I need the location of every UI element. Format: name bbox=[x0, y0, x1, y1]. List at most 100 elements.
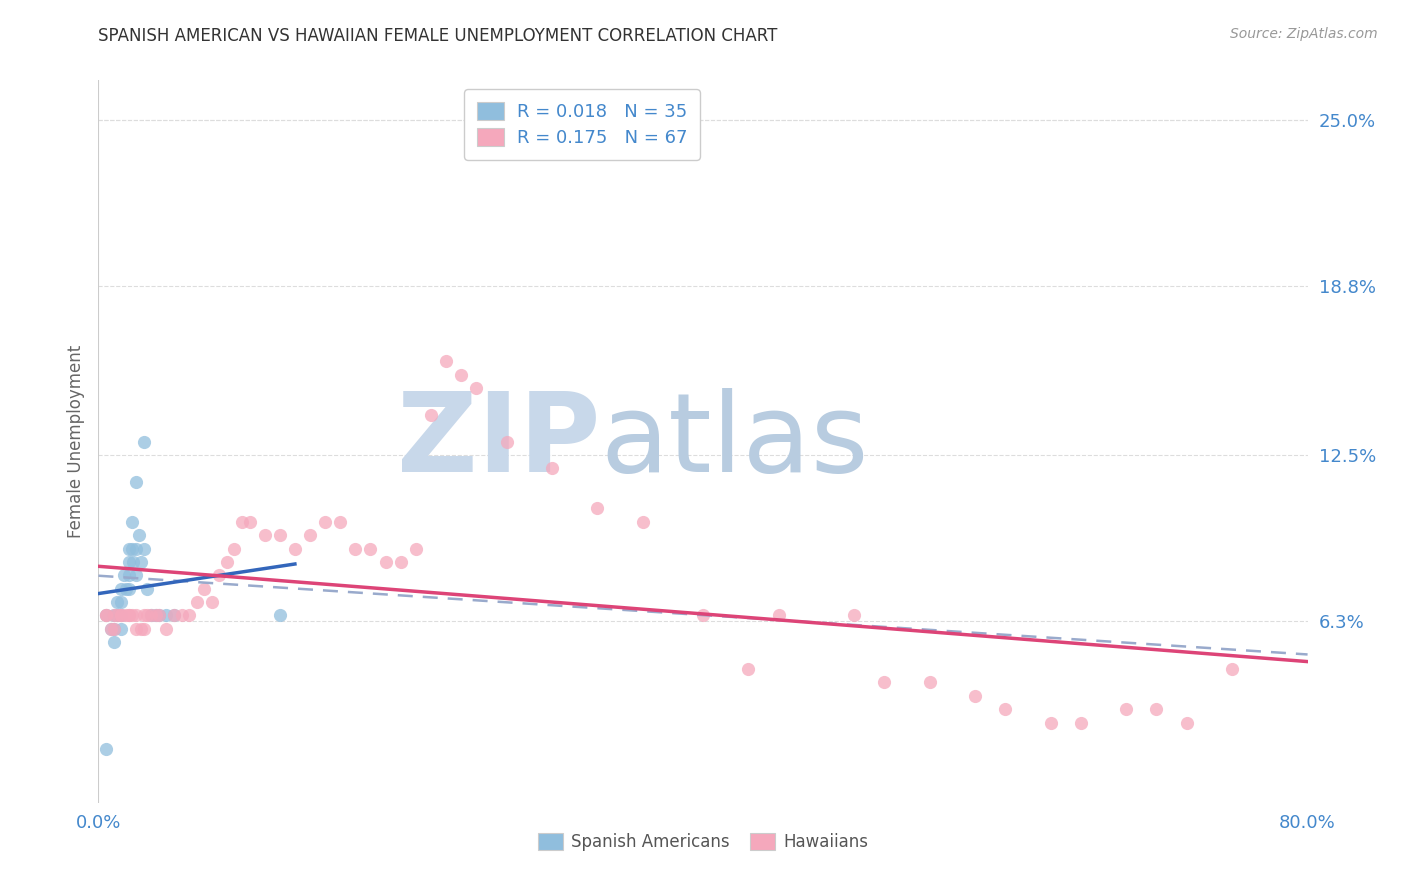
Point bbox=[965, 689, 987, 703]
Point bbox=[110, 608, 132, 623]
Point bbox=[118, 608, 141, 623]
Point bbox=[1220, 662, 1243, 676]
Point bbox=[1039, 715, 1062, 730]
Point bbox=[540, 461, 562, 475]
Point bbox=[114, 608, 136, 623]
Point bbox=[299, 528, 322, 542]
Point bbox=[1175, 715, 1198, 730]
Point bbox=[420, 408, 443, 422]
Point bbox=[389, 555, 412, 569]
Point bbox=[918, 675, 941, 690]
Point bbox=[103, 608, 125, 623]
Point bbox=[329, 515, 352, 529]
Point bbox=[450, 368, 472, 382]
Point bbox=[163, 608, 186, 623]
Point bbox=[105, 595, 128, 609]
Point bbox=[135, 582, 157, 596]
Point bbox=[110, 595, 132, 609]
Point bbox=[155, 608, 177, 623]
Text: SPANISH AMERICAN VS HAWAIIAN FEMALE UNEMPLOYMENT CORRELATION CHART: SPANISH AMERICAN VS HAWAIIAN FEMALE UNEM… bbox=[98, 27, 778, 45]
Point bbox=[94, 608, 117, 623]
Point bbox=[125, 475, 148, 489]
Point bbox=[768, 608, 790, 623]
Point bbox=[586, 501, 609, 516]
Point bbox=[994, 702, 1017, 716]
Point bbox=[110, 608, 132, 623]
Point bbox=[239, 515, 262, 529]
Point bbox=[170, 608, 193, 623]
Point bbox=[125, 568, 148, 582]
Point bbox=[374, 555, 396, 569]
Legend: Spanish Americans, Hawaiians: Spanish Americans, Hawaiians bbox=[530, 825, 876, 860]
Point bbox=[692, 608, 714, 623]
Text: ZIP: ZIP bbox=[396, 388, 600, 495]
Point bbox=[132, 608, 155, 623]
Point bbox=[1070, 715, 1092, 730]
Point bbox=[360, 541, 382, 556]
Point bbox=[122, 555, 145, 569]
Point bbox=[186, 595, 208, 609]
Point bbox=[269, 528, 291, 542]
Y-axis label: Female Unemployment: Female Unemployment bbox=[66, 345, 84, 538]
Point bbox=[155, 622, 177, 636]
Point bbox=[135, 608, 157, 623]
Point bbox=[103, 635, 125, 649]
Point bbox=[112, 568, 135, 582]
Point bbox=[118, 568, 141, 582]
Point bbox=[631, 515, 654, 529]
Point bbox=[94, 608, 117, 623]
Text: atlas: atlas bbox=[600, 388, 869, 495]
Point bbox=[224, 541, 246, 556]
Point bbox=[118, 608, 141, 623]
Point bbox=[1115, 702, 1137, 716]
Point bbox=[132, 622, 155, 636]
Point bbox=[125, 541, 148, 556]
Point bbox=[434, 354, 457, 368]
Point bbox=[253, 528, 276, 542]
Point bbox=[129, 555, 152, 569]
Point bbox=[148, 608, 170, 623]
Point bbox=[208, 568, 231, 582]
Point bbox=[94, 742, 117, 756]
Point bbox=[314, 515, 336, 529]
Point bbox=[179, 608, 201, 623]
Point bbox=[405, 541, 427, 556]
Point bbox=[125, 608, 148, 623]
Point bbox=[110, 582, 132, 596]
Point bbox=[103, 622, 125, 636]
Point bbox=[125, 622, 148, 636]
Point bbox=[132, 541, 155, 556]
Point bbox=[844, 608, 866, 623]
Point bbox=[94, 608, 117, 623]
Point bbox=[129, 622, 152, 636]
Point bbox=[103, 608, 125, 623]
Point bbox=[100, 622, 122, 636]
Point bbox=[215, 555, 238, 569]
Point bbox=[121, 541, 143, 556]
Point bbox=[118, 555, 141, 569]
Point bbox=[110, 608, 132, 623]
Point bbox=[145, 608, 167, 623]
Point bbox=[148, 608, 170, 623]
Point bbox=[737, 662, 759, 676]
Point bbox=[105, 608, 128, 623]
Point bbox=[145, 608, 167, 623]
Point bbox=[141, 608, 163, 623]
Point bbox=[193, 582, 215, 596]
Point bbox=[284, 541, 307, 556]
Text: Source: ZipAtlas.com: Source: ZipAtlas.com bbox=[1230, 27, 1378, 41]
Point bbox=[114, 582, 136, 596]
Point bbox=[110, 622, 132, 636]
Point bbox=[141, 608, 163, 623]
Point bbox=[231, 515, 253, 529]
Point bbox=[1144, 702, 1167, 716]
Point bbox=[121, 515, 143, 529]
Point bbox=[105, 608, 128, 623]
Point bbox=[103, 622, 125, 636]
Point bbox=[132, 434, 155, 449]
Point bbox=[128, 528, 150, 542]
Point bbox=[201, 595, 224, 609]
Point bbox=[495, 434, 517, 449]
Point bbox=[344, 541, 367, 556]
Point bbox=[121, 608, 143, 623]
